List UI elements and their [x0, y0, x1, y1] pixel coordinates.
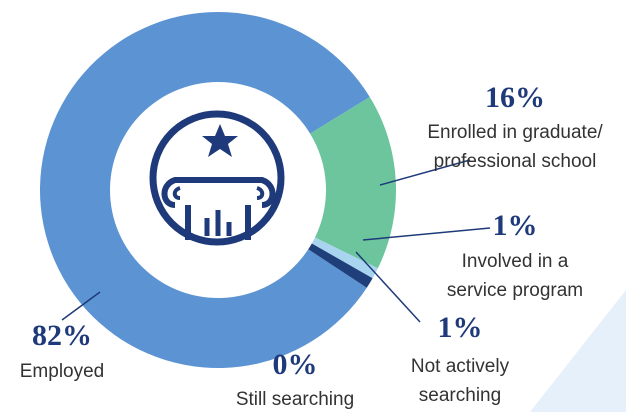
donut — [40, 11, 397, 368]
category-label: Involved in a — [462, 251, 569, 272]
category-label: Still searching — [236, 389, 354, 410]
category-label: professional school — [434, 151, 597, 172]
category-label: Employed — [20, 361, 105, 382]
donut-segment — [308, 243, 373, 288]
donut-segment — [40, 11, 370, 368]
icon — [149, 110, 285, 246]
value-label: 16% — [485, 81, 545, 114]
leader-line — [379, 159, 471, 186]
value-label: 82% — [32, 319, 92, 352]
value-label: 1% — [438, 311, 483, 344]
donut-segment — [311, 237, 378, 279]
category-label: searching — [419, 385, 501, 406]
leader-line — [362, 227, 491, 241]
category-label: Enrolled in graduate/ — [427, 122, 603, 143]
background-shape — [530, 290, 626, 412]
leader-line — [61, 291, 101, 321]
value-label: 0% — [273, 348, 318, 381]
value-label: 1% — [493, 209, 538, 242]
leader-line — [355, 251, 421, 323]
donut-segment — [310, 96, 397, 269]
category-label: service program — [447, 280, 583, 301]
category-label: Not actively — [411, 356, 510, 377]
